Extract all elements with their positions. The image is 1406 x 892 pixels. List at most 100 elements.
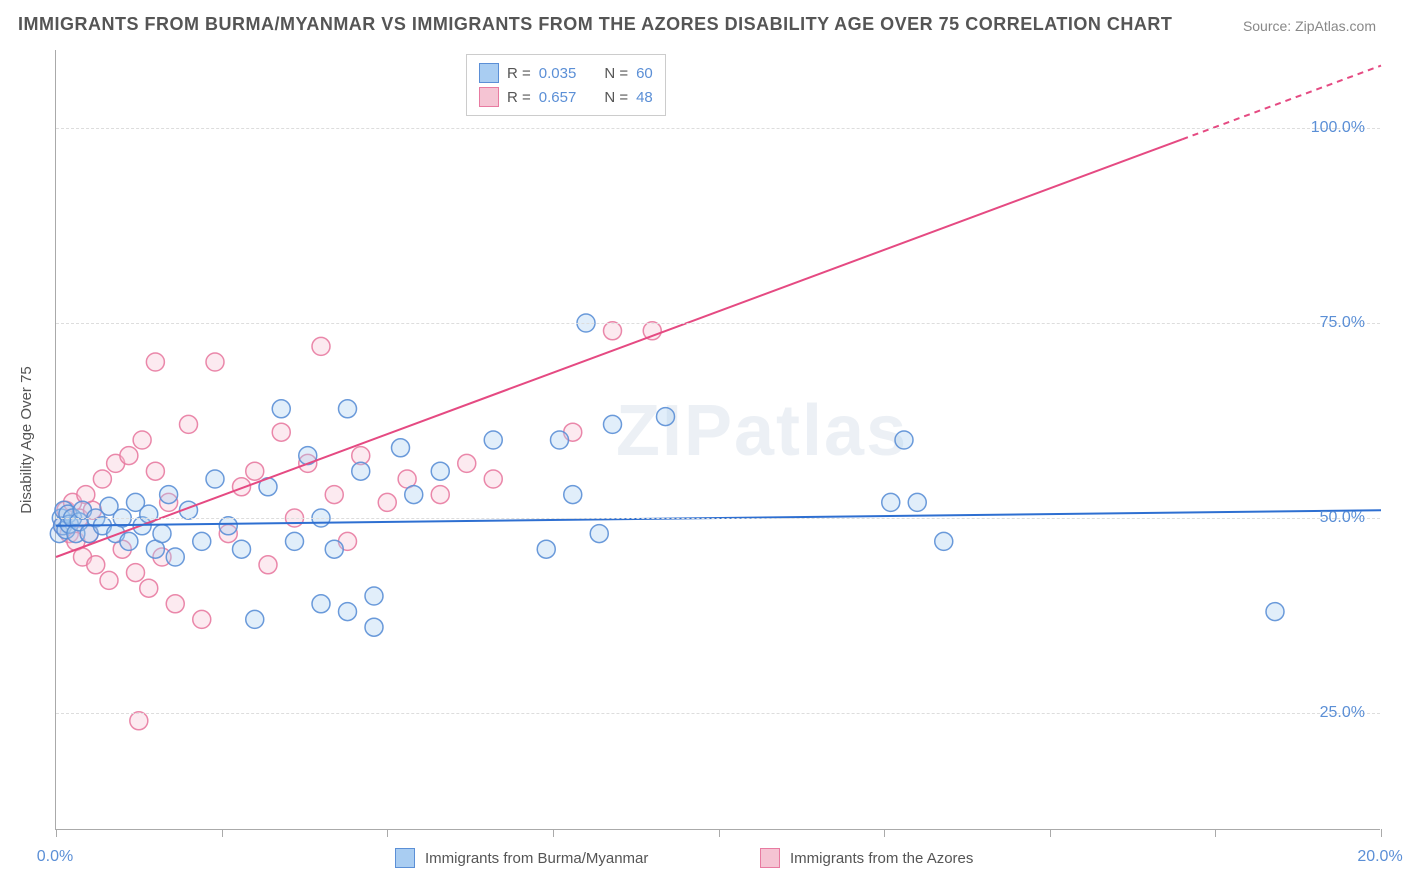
scatter-point — [339, 400, 357, 418]
stats-legend: R = 0.035 N = 60 R = 0.657 N = 48 — [466, 54, 666, 116]
scatter-point — [312, 595, 330, 613]
scatter-point — [935, 532, 953, 550]
stats-legend-row-azores: R = 0.657 N = 48 — [479, 85, 653, 109]
scatter-point — [100, 571, 118, 589]
source-attribution: Source: ZipAtlas.com — [1243, 18, 1376, 34]
y-tick-label: 25.0% — [1320, 704, 1365, 722]
scatter-point — [431, 462, 449, 480]
bottom-legend-azores: Immigrants from the Azores — [760, 848, 973, 868]
r-value-azores: 0.657 — [539, 89, 577, 106]
y-axis-title: Disability Age Over 75 — [18, 366, 35, 514]
scatter-point — [146, 462, 164, 480]
x-tick — [56, 829, 57, 837]
r-value-burma: 0.035 — [539, 65, 577, 82]
scatter-point — [365, 587, 383, 605]
scatter-point — [272, 423, 290, 441]
scatter-point — [193, 610, 211, 628]
scatter-point — [643, 322, 661, 340]
y-tick-label: 50.0% — [1320, 509, 1365, 527]
scatter-point — [127, 564, 145, 582]
x-tick — [719, 829, 720, 837]
scatter-point — [590, 525, 608, 543]
x-tick — [553, 829, 554, 837]
source-label: Source: — [1243, 18, 1291, 34]
x-tick — [884, 829, 885, 837]
scatter-point — [312, 337, 330, 355]
x-tick — [1050, 829, 1051, 837]
stats-legend-row-burma: R = 0.035 N = 60 — [479, 61, 653, 85]
scatter-point — [365, 618, 383, 636]
scatter-point — [93, 470, 111, 488]
scatter-point — [339, 603, 357, 621]
trend-line — [56, 139, 1182, 557]
scatter-point — [431, 486, 449, 504]
scatter-point — [1266, 603, 1284, 621]
scatter-point — [166, 595, 184, 613]
bottom-legend-burma: Immigrants from Burma/Myanmar — [395, 848, 648, 868]
plot-area: ZIPatlas R = 0.035 N = 60 R = 0.657 N = … — [55, 50, 1380, 830]
scatter-point — [405, 486, 423, 504]
x-tick — [1215, 829, 1216, 837]
scatter-point — [166, 548, 184, 566]
x-tick — [222, 829, 223, 837]
scatter-point — [895, 431, 913, 449]
source-link[interactable]: ZipAtlas.com — [1295, 18, 1376, 34]
scatter-point — [657, 408, 675, 426]
y-tick-label: 75.0% — [1320, 314, 1365, 332]
scatter-point — [193, 532, 211, 550]
r-label: R = — [507, 65, 531, 82]
x-tick — [387, 829, 388, 837]
scatter-point — [206, 470, 224, 488]
scatter-point — [120, 447, 138, 465]
scatter-point — [146, 353, 164, 371]
scatter-point — [180, 415, 198, 433]
scatter-point — [604, 322, 622, 340]
legend-label-burma: Immigrants from Burma/Myanmar — [425, 850, 648, 867]
scatter-point — [259, 556, 277, 574]
scatter-point — [233, 540, 251, 558]
n-label: N = — [604, 65, 628, 82]
scatter-point — [604, 415, 622, 433]
n-value-burma: 60 — [636, 65, 653, 82]
scatter-point — [882, 493, 900, 511]
scatter-point — [246, 462, 264, 480]
swatch-azores-bottom — [760, 848, 780, 868]
x-tick-label-20: 20.0% — [1357, 848, 1402, 866]
chart-title: IMMIGRANTS FROM BURMA/MYANMAR VS IMMIGRA… — [18, 14, 1172, 35]
gridline — [56, 713, 1380, 714]
n-value-azores: 48 — [636, 89, 653, 106]
n-label: N = — [604, 89, 628, 106]
scatter-point — [352, 462, 370, 480]
scatter-point — [458, 454, 476, 472]
scatter-point — [286, 532, 304, 550]
scatter-point — [160, 486, 178, 504]
x-tick-label-0: 0.0% — [37, 848, 73, 866]
scatter-point — [130, 712, 148, 730]
scatter-point — [133, 431, 151, 449]
scatter-point — [325, 540, 343, 558]
scatter-point — [140, 579, 158, 597]
gridline — [56, 518, 1380, 519]
scatter-point — [272, 400, 290, 418]
scatter-point — [551, 431, 569, 449]
gridline — [56, 128, 1380, 129]
scatter-point — [219, 517, 237, 535]
scatter-point — [484, 431, 502, 449]
scatter-point — [908, 493, 926, 511]
y-tick-label: 100.0% — [1311, 119, 1365, 137]
legend-label-azores: Immigrants from the Azores — [790, 850, 973, 867]
scatter-point — [537, 540, 555, 558]
scatter-point — [325, 486, 343, 504]
swatch-azores — [479, 87, 499, 107]
r-label: R = — [507, 89, 531, 106]
scatter-point — [120, 532, 138, 550]
gridline — [56, 323, 1380, 324]
scatter-point — [87, 556, 105, 574]
swatch-burma-bottom — [395, 848, 415, 868]
scatter-point — [246, 610, 264, 628]
scatter-point — [392, 439, 410, 457]
scatter-point — [153, 525, 171, 543]
scatter-point — [206, 353, 224, 371]
swatch-burma — [479, 63, 499, 83]
scatter-point — [484, 470, 502, 488]
